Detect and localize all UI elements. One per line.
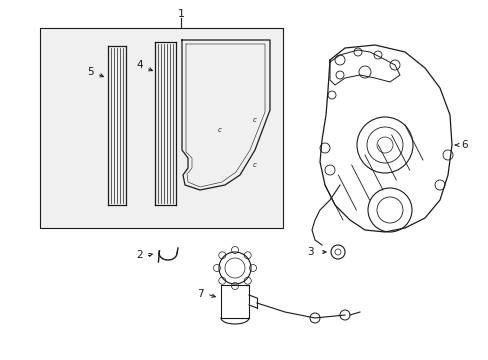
Text: c: c [253,117,256,123]
Text: c: c [253,162,256,168]
Text: 6: 6 [461,140,468,150]
Text: 1: 1 [177,9,184,19]
Text: 7: 7 [196,289,203,299]
Polygon shape [40,28,283,228]
Text: c: c [218,127,222,133]
Text: 5: 5 [86,67,93,77]
Text: 3: 3 [306,247,313,257]
Text: 4: 4 [137,60,143,70]
Text: 2: 2 [137,250,143,260]
